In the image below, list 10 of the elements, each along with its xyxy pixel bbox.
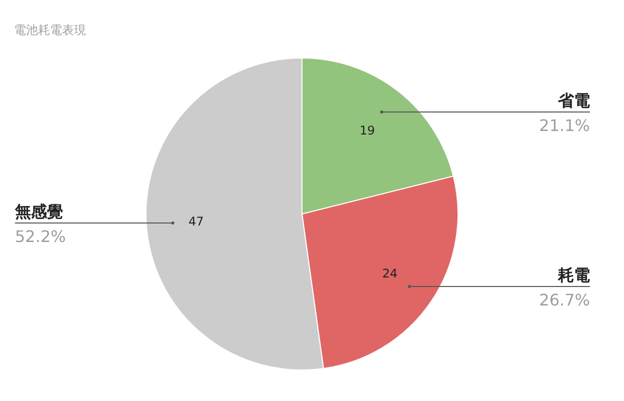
- text: 24: [382, 266, 398, 280]
- chart-title: 電池耗電表現: [14, 23, 86, 37]
- slice-label: 省電: [557, 90, 590, 110]
- data-label: 52.2%: [15, 226, 66, 246]
- data-label: 26.7%: [539, 290, 590, 310]
- slice-label: 耗電: [557, 265, 590, 284]
- text: 47: [188, 214, 204, 228]
- text: 19: [360, 123, 375, 138]
- slice-label: 無感覺: [14, 202, 63, 221]
- data-label: 21.1%: [539, 116, 590, 135]
